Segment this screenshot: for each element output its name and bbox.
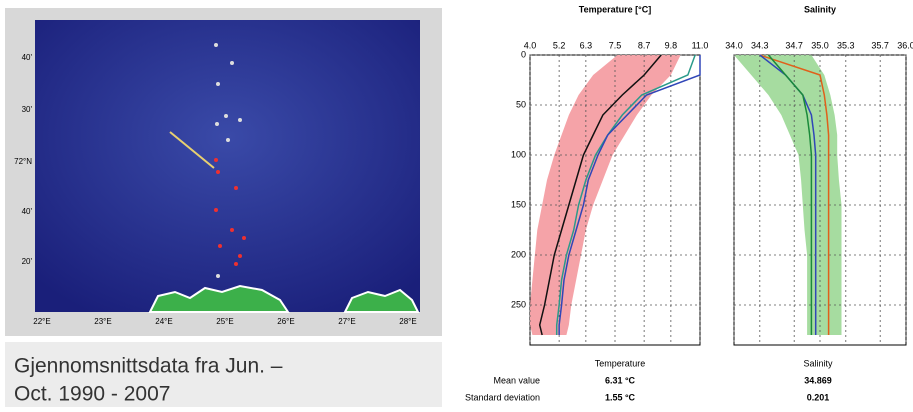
map-x-label: 28°E [399, 317, 416, 326]
x-tick-label: 36.0 [897, 40, 913, 50]
std-band [734, 55, 842, 335]
y-tick-label: 100 [511, 149, 526, 159]
x-tick-label: 35.3 [837, 40, 855, 50]
x-tick-label: 6.3 [580, 40, 593, 50]
y-tick-label: 250 [511, 299, 526, 309]
x-tick-label: 7.5 [609, 40, 622, 50]
caption: Oct. 1990 - 2007 [14, 383, 170, 406]
map-x-label: 27°E [338, 317, 355, 326]
y-tick-label: 0 [521, 49, 526, 59]
map-x-label: 23°E [94, 317, 111, 326]
stats-value: 0.201 [807, 392, 830, 402]
chart-title: Temperature [°C] [579, 4, 651, 14]
charts: Temperature [°C] 4.0 5.2 6.3 7.5 8.7 9.8 11.0 0 5… [511, 4, 913, 346]
map-y-label: 30' [22, 105, 33, 114]
x-tick-label: 8.7 [638, 40, 651, 50]
x-tick-label: 34.3 [751, 40, 769, 50]
stats-row-label: Mean value [493, 375, 540, 385]
stats-value: 34.869 [804, 375, 832, 385]
x-tick-label: 35.7 [871, 40, 889, 50]
profile-line [558, 55, 701, 335]
map-y-label: 40' [22, 207, 33, 216]
map-stations [214, 43, 246, 278]
y-tick-label: 200 [511, 249, 526, 259]
x-tick-label: 34.7 [785, 40, 803, 50]
map-y-label: 40' [22, 53, 33, 62]
map-x-label: 26°E [277, 317, 294, 326]
stats-value: 1.55 °C [605, 392, 636, 402]
y-tick-label: 150 [511, 199, 526, 209]
x-tick-label: 34.0 [725, 40, 743, 50]
profile-line [555, 54, 696, 335]
map-y-label: 20' [22, 257, 33, 266]
map-x-label: 22°E [33, 317, 50, 326]
map-y-label: 72°N [14, 157, 32, 166]
chart-title: Salinity [804, 4, 836, 14]
map-arrow [169, 131, 215, 169]
x-tick-label: 5.2 [553, 40, 566, 50]
stats-label: Temperature [595, 358, 646, 368]
caption: Gjennomsnittsdata fra Jun. – [14, 355, 283, 378]
map-x-label: 25°E [216, 317, 233, 326]
x-tick-label: 35.0 [811, 40, 829, 50]
profile-line [759, 54, 830, 335]
profile-line [538, 54, 662, 336]
profile-line [767, 54, 813, 335]
stats-value: 6.31 °C [605, 375, 636, 385]
x-tick-label: 9.8 [665, 40, 678, 50]
map [35, 20, 420, 312]
x-tick-label: 4.0 [524, 40, 537, 50]
y-tick-label: 50 [516, 99, 526, 109]
stats-label: Salinity [803, 358, 833, 368]
map-land [148, 284, 420, 313]
caption-box [5, 342, 442, 407]
x-tick-label: 11.0 [692, 40, 709, 50]
stats-row-label: Standard deviation [465, 392, 540, 402]
map-x-label: 24°E [155, 317, 172, 326]
